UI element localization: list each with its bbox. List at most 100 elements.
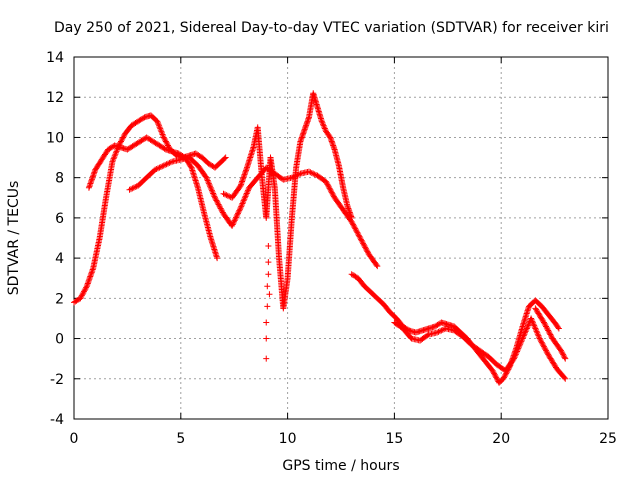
y-tick-label: -4 <box>50 412 64 428</box>
data-point <box>424 332 431 339</box>
y-tick-label: 12 <box>46 90 64 106</box>
data-point <box>117 139 124 146</box>
data-point <box>555 325 562 332</box>
data-point <box>78 292 85 299</box>
y-tick-label: 2 <box>55 291 64 307</box>
data-point <box>501 374 508 381</box>
data-point <box>530 321 537 328</box>
data-point <box>537 336 544 343</box>
data-point <box>543 323 550 330</box>
data-point <box>322 126 329 133</box>
data-point <box>130 184 137 191</box>
data-point <box>110 155 117 162</box>
data-point <box>351 224 358 231</box>
data-point <box>547 331 554 338</box>
data-point <box>561 354 568 361</box>
data-point <box>540 342 547 349</box>
data-point <box>234 210 241 217</box>
data-point <box>112 151 119 158</box>
data-point <box>78 293 85 300</box>
data-point <box>515 345 522 352</box>
data-point <box>523 326 530 333</box>
data-point <box>514 347 521 354</box>
y-tick-label: 14 <box>46 50 64 66</box>
data-point <box>360 240 367 247</box>
data-point <box>438 327 445 334</box>
data-point <box>358 237 365 244</box>
data-point <box>356 233 363 240</box>
data-point <box>79 291 86 298</box>
data-point <box>161 145 168 152</box>
data-point <box>555 324 562 331</box>
data-point <box>543 348 550 355</box>
data-point <box>163 139 170 146</box>
data-point <box>109 158 116 165</box>
data-point <box>324 181 331 188</box>
data-point <box>436 328 443 335</box>
data-point <box>361 243 368 250</box>
data-point <box>529 318 536 325</box>
data-point <box>325 182 332 189</box>
data-point <box>524 324 531 331</box>
data-point <box>266 291 273 298</box>
data-point <box>215 201 222 208</box>
data-point <box>540 319 547 326</box>
data-point <box>538 338 545 345</box>
data-point <box>522 328 529 335</box>
data-points <box>71 90 569 386</box>
data-point <box>349 220 356 227</box>
data-point <box>510 356 517 363</box>
data-point <box>513 349 520 356</box>
data-point <box>230 220 237 227</box>
data-point <box>161 135 168 142</box>
x-tick-labels: 0 5 10 15 20 25 <box>70 431 617 447</box>
data-point <box>520 334 527 341</box>
x-tick-label: 0 <box>70 431 79 447</box>
data-point <box>236 183 243 190</box>
data-point <box>244 187 251 194</box>
data-point <box>222 154 229 161</box>
data-point <box>207 184 214 191</box>
data-point <box>355 230 362 237</box>
data-point <box>308 169 315 176</box>
data-point <box>265 243 272 250</box>
data-point <box>152 166 159 173</box>
data-point <box>328 188 335 195</box>
data-point <box>208 187 215 194</box>
data-point <box>511 354 518 361</box>
data-point <box>517 341 524 348</box>
data-point <box>323 180 330 187</box>
data-point <box>318 118 325 125</box>
data-point <box>330 192 337 199</box>
data-point <box>243 191 250 198</box>
data-point <box>545 328 552 335</box>
data-point <box>500 375 507 382</box>
chart-title: Day 250 of 2021, Sidereal Day-to-day VTE… <box>54 20 609 36</box>
data-point <box>120 134 127 141</box>
data-point <box>561 374 568 381</box>
data-point <box>159 131 166 138</box>
data-point <box>241 196 248 203</box>
data-point <box>538 339 545 346</box>
data-point <box>231 217 238 224</box>
data-point <box>203 174 210 181</box>
data-point <box>535 332 542 339</box>
data-point <box>157 127 164 134</box>
data-point <box>320 122 327 129</box>
data-point <box>319 121 326 128</box>
y-tick-label: 0 <box>55 332 64 348</box>
data-point <box>559 350 566 357</box>
data-point <box>540 318 547 325</box>
data-point <box>350 221 357 228</box>
data-point <box>541 320 548 327</box>
data-point <box>156 122 163 129</box>
data-point <box>214 198 221 205</box>
data-point <box>218 206 225 213</box>
data-point <box>213 197 220 204</box>
data-point <box>518 338 525 345</box>
data-point <box>157 125 164 132</box>
data-point <box>80 288 87 295</box>
data-point <box>517 339 524 346</box>
data-point <box>240 197 247 204</box>
x-tick-label: 20 <box>492 431 510 447</box>
